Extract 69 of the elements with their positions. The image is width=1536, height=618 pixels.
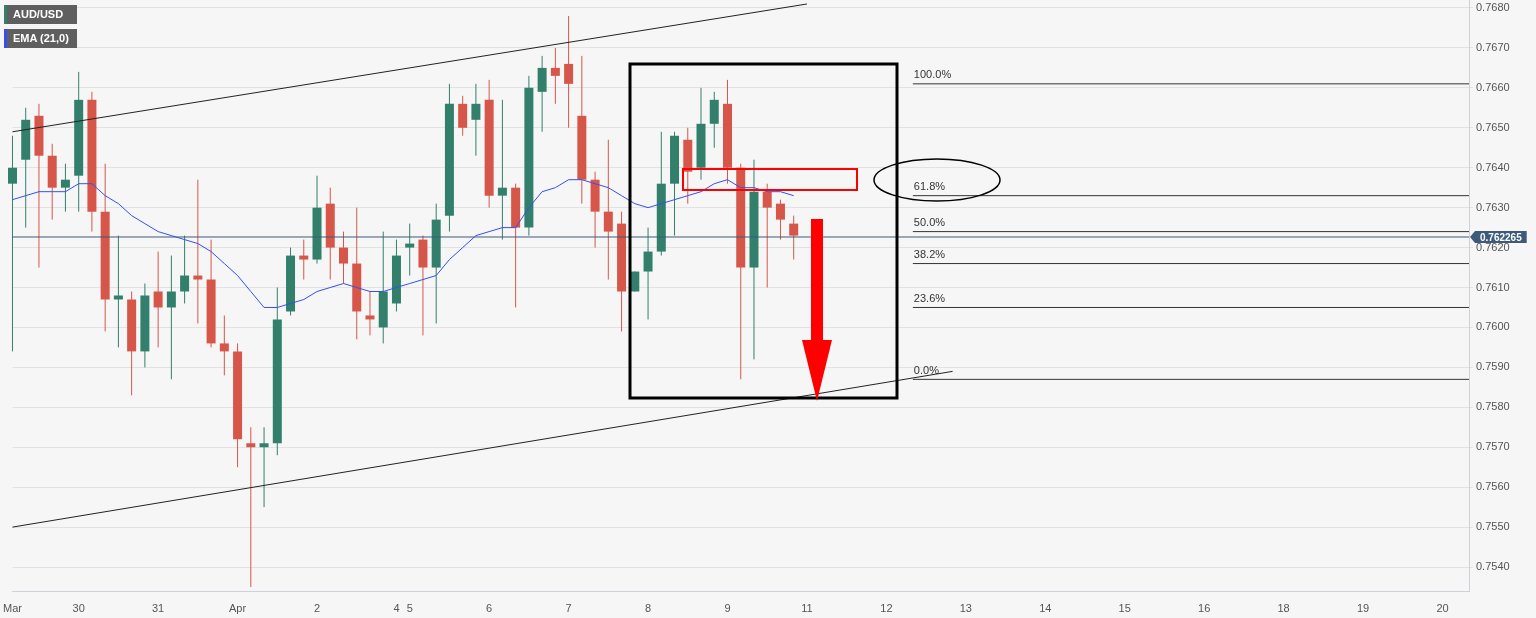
y-tick-label: 0.7600	[1476, 320, 1510, 333]
x-tick-label: 30	[72, 601, 85, 614]
y-tick-label: 0.7570	[1476, 440, 1510, 453]
candlestick	[762, 183, 772, 289]
x-tick-label: 5	[406, 601, 413, 614]
y-tick-label: 0.7670	[1476, 40, 1510, 53]
x-tick-label: Apr	[229, 601, 247, 614]
series-label: 61.8%	[913, 180, 946, 193]
series-label: 0.0%	[913, 363, 940, 376]
candlestick	[259, 426, 269, 508]
candlestick	[193, 179, 203, 324]
series-label: 38.2%	[913, 248, 946, 261]
candlestick	[775, 199, 785, 241]
x-tick-label: 11	[801, 601, 813, 614]
y-tick-label: 0.7660	[1476, 80, 1510, 93]
legend-label: EMA (21,0)	[7, 29, 77, 48]
candlestick	[497, 99, 507, 241]
x-tick-label: 18	[1277, 601, 1290, 614]
y-tick-label: 0.7540	[1476, 560, 1510, 573]
x-tick-label: 15	[1118, 601, 1131, 614]
y-tick-label: 0.7590	[1476, 360, 1510, 373]
candlestick	[564, 15, 574, 129]
candlestick	[299, 239, 309, 281]
candlestick	[365, 291, 375, 336]
y-tick-label: 0.7550	[1476, 520, 1510, 533]
candlestick	[180, 235, 190, 304]
legend-label: AUD/USD	[12, 7, 65, 22]
y-tick-label: 0.7650	[1476, 120, 1510, 133]
candlestick	[219, 314, 229, 376]
x-tick-label: 6	[486, 601, 493, 614]
y-tick-label: 0.7560	[1476, 480, 1510, 493]
x-tick-label: 19	[1356, 601, 1370, 614]
y-tick-label: 0.7610	[1476, 280, 1510, 293]
y-tick-label: 0.7620	[1476, 240, 1510, 253]
candlestick	[709, 91, 719, 149]
candlestick	[537, 55, 547, 133]
x-tick-label: 31	[152, 601, 165, 614]
candlestick	[550, 47, 560, 105]
x-tick-label: 7	[565, 601, 572, 614]
y-tick-label: 0.7580	[1476, 400, 1510, 413]
candlestick	[153, 251, 163, 348]
y-tick-label: 0.7680	[1476, 1, 1510, 14]
x-tick-label: 9	[724, 601, 731, 614]
candlestick	[643, 227, 653, 320]
candlestick	[471, 83, 481, 157]
candlestick	[166, 255, 176, 380]
candlestick	[405, 223, 415, 277]
series-label: 23.6%	[913, 292, 946, 305]
x-tick-label: 14	[1039, 601, 1052, 614]
ref-line-label: 0.762265	[1480, 231, 1523, 243]
x-tick-label: 13	[959, 601, 972, 614]
x-tick-label: 12	[880, 601, 893, 614]
candlestick	[7, 135, 17, 352]
x-tick-label: 4	[393, 601, 400, 614]
x-tick-label: 16	[1198, 601, 1211, 614]
x-tick-label: 2	[313, 601, 321, 614]
candlestick	[789, 215, 799, 261]
candlestick	[246, 426, 256, 588]
x-tick-label: Mar	[3, 601, 23, 614]
y-tick-label: 0.7630	[1476, 200, 1510, 213]
candlestick	[339, 231, 348, 285]
candlestick	[60, 163, 70, 213]
candlestick	[603, 139, 613, 281]
series-label: 100.0%	[913, 68, 952, 81]
candlestick	[458, 95, 468, 137]
x-tick-label: 20	[1436, 601, 1449, 614]
x-tick-label: 8	[644, 601, 652, 614]
series-label: 50.0%	[913, 216, 946, 229]
y-tick-label: 0.7640	[1476, 160, 1510, 173]
